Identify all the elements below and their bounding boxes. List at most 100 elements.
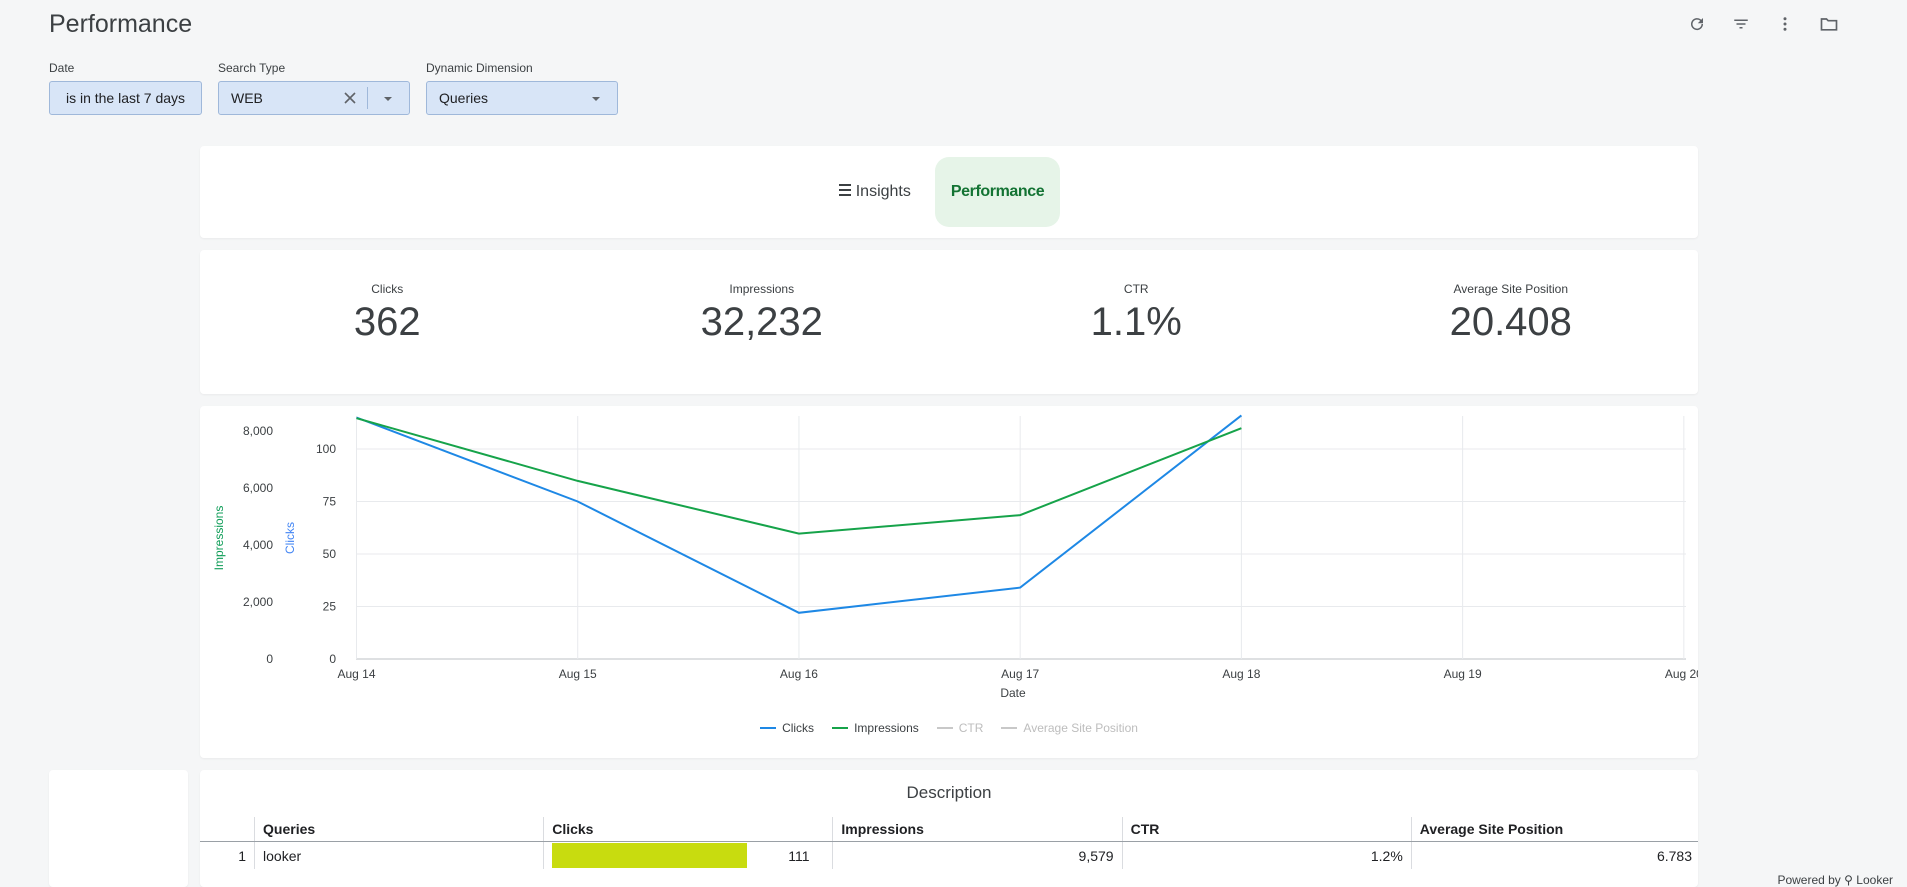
y-tick-label-impressions: 8,000 xyxy=(243,424,273,438)
date-filter-control[interactable]: is in the last 7 days xyxy=(49,81,202,115)
clicks-value: 111 xyxy=(788,847,810,864)
column-header-average-site-position[interactable]: Average Site Position xyxy=(1410,817,1698,842)
tab-performance-label: Performance xyxy=(950,183,1045,200)
page-title: Performance xyxy=(49,10,193,38)
legend-item-clicks[interactable]: Clicks xyxy=(760,721,814,735)
position-cell: 6.783 xyxy=(1410,841,1698,869)
nav-tabs-card: Insights Performance xyxy=(200,146,1698,238)
legend-label: Impressions xyxy=(854,721,919,735)
performance-line-chart: 0 25 50 75 100 0 2,000 4,000 6,000 8,000 Aug 14 Aug… xyxy=(212,414,1703,700)
description-table-card: Description Queries Clicks Impressions C… xyxy=(200,770,1698,887)
legend-item-ctr[interactable]: CTR xyxy=(936,721,984,735)
y-tick-label-impressions: 0 xyxy=(266,652,273,666)
x-tick-label: Aug 17 xyxy=(1001,667,1039,681)
x-tick-label: Aug 14 xyxy=(337,667,375,681)
legend-label: Average Site Position xyxy=(1023,721,1138,735)
query-table: Queries Clicks Impressions CTR Average S… xyxy=(200,817,1698,869)
ctr-cell: 1.2% xyxy=(1121,841,1412,869)
tab-insights[interactable]: Insights xyxy=(838,183,911,201)
y-axis-title-impressions: Impressions xyxy=(212,506,226,571)
folder-icon[interactable] xyxy=(1817,12,1841,36)
date-filter: Date is in the last 7 days xyxy=(49,61,202,115)
impressions-cell: 9,579 xyxy=(832,841,1123,869)
clicks-cell: 111 xyxy=(543,841,833,869)
legend-item-average-site-position[interactable]: Average Site Position xyxy=(1001,721,1138,735)
x-tick-label: Aug 19 xyxy=(1444,667,1482,681)
y-tick-label-impressions: 6,000 xyxy=(243,481,273,495)
kpi-card: Clicks 362 Impressions 32,232 CTR 1.1% A… xyxy=(200,250,1698,394)
dashboard-toolbar xyxy=(1685,12,1841,36)
kpi-label: Impressions xyxy=(729,282,795,296)
query-cell: looker xyxy=(254,841,544,869)
refresh-icon[interactable] xyxy=(1685,12,1709,36)
dynamic-dimension-select[interactable]: Queries xyxy=(426,81,618,115)
y-tick-label-clicks: 75 xyxy=(323,495,337,509)
kpi-label: CTR xyxy=(1123,282,1149,296)
dynamic-dimension-label: Dynamic Dimension xyxy=(426,61,533,75)
legend-label: Clicks xyxy=(782,721,815,735)
table-title: Description xyxy=(906,783,992,802)
search-type-filter: Search Type WEB xyxy=(218,61,410,115)
tab-performance[interactable]: Performance xyxy=(934,157,1061,227)
search-type-select[interactable]: WEB xyxy=(218,81,410,115)
y-tick-label-clicks: 0 xyxy=(329,652,336,666)
search-type-value: WEB xyxy=(231,90,263,106)
y-tick-label-impressions: 2,000 xyxy=(243,595,273,609)
y-axis-title-clicks: Clicks xyxy=(283,522,297,554)
y-tick-label-clicks: 100 xyxy=(316,442,336,456)
series-line-clicks xyxy=(356,414,1243,614)
filter-icon[interactable] xyxy=(1729,12,1753,36)
column-header-impressions[interactable]: Impressions xyxy=(832,817,1123,842)
row-index: 1 xyxy=(238,847,247,864)
x-axis-title: Date xyxy=(1000,686,1026,700)
clear-icon[interactable] xyxy=(343,91,357,108)
search-type-filter-label: Search Type xyxy=(218,61,286,75)
dynamic-dimension-value: Queries xyxy=(439,90,489,106)
more-vert-icon[interactable] xyxy=(1773,12,1797,36)
clicks-bar xyxy=(552,843,748,868)
column-header-clicks[interactable]: Clicks xyxy=(543,817,833,842)
kpi-value: 362 xyxy=(353,300,421,344)
chevron-down-icon[interactable] xyxy=(590,92,602,108)
legend-item-impressions[interactable]: Impressions xyxy=(832,721,919,735)
table-row[interactable]: 1 looker 111 9,579 1.2% 6.783 xyxy=(200,841,1698,869)
select-divider xyxy=(367,87,368,109)
kpi-value: 32,232 xyxy=(700,300,823,344)
chevron-down-icon[interactable] xyxy=(382,92,394,108)
legend-swatch xyxy=(832,727,849,729)
kpi-clicks: Clicks 362 xyxy=(200,250,575,394)
tab-insights-label: Insights xyxy=(855,183,911,200)
kpi-impressions: Impressions 32,232 xyxy=(575,250,950,394)
x-tick-label: Aug 16 xyxy=(780,667,818,681)
chart-legend: Clicks Impressions CTR Average Site Posi… xyxy=(200,721,1698,735)
column-header-ctr[interactable]: CTR xyxy=(1121,817,1412,842)
legend-swatch xyxy=(760,727,777,729)
dynamic-dimension-filter: Dynamic Dimension Queries xyxy=(426,61,618,115)
kpi-value: 20.408 xyxy=(1449,300,1572,344)
kpi-average-site-position: Average Site Position 20.408 xyxy=(1324,250,1699,394)
kpi-ctr: CTR 1.1% xyxy=(949,250,1324,394)
y-tick-label-impressions: 4,000 xyxy=(243,538,273,552)
powered-by: Powered by ⚲ Looker xyxy=(1777,873,1893,887)
index-column-header xyxy=(200,817,255,842)
powered-by-text: Powered by xyxy=(1777,873,1841,887)
looker-logo-icon: ⚲ xyxy=(1844,873,1853,887)
y-tick-label-clicks: 50 xyxy=(323,547,337,561)
column-header-queries[interactable]: Queries xyxy=(254,817,544,842)
side-panel xyxy=(49,770,188,887)
legend-swatch xyxy=(1001,727,1018,729)
clicks-bar-track xyxy=(552,843,784,868)
x-tick-label: Aug 20 xyxy=(1665,667,1698,681)
x-tick-label: Aug 15 xyxy=(559,667,597,681)
legend-swatch xyxy=(936,727,953,729)
date-filter-label: Date xyxy=(49,61,75,75)
kpi-value: 1.1% xyxy=(1090,300,1182,344)
kpi-label: Average Site Position xyxy=(1453,282,1568,296)
kpi-label: Clicks xyxy=(371,282,404,296)
series-line-impressions xyxy=(356,417,1242,535)
chart-card: 0 25 50 75 100 0 2,000 4,000 6,000 8,000 Aug 14 Aug… xyxy=(200,406,1703,758)
x-tick-label: Aug 18 xyxy=(1222,667,1260,681)
brand-name: Looker xyxy=(1856,873,1893,887)
legend-label: CTR xyxy=(958,721,984,735)
menu-icon xyxy=(838,183,852,201)
